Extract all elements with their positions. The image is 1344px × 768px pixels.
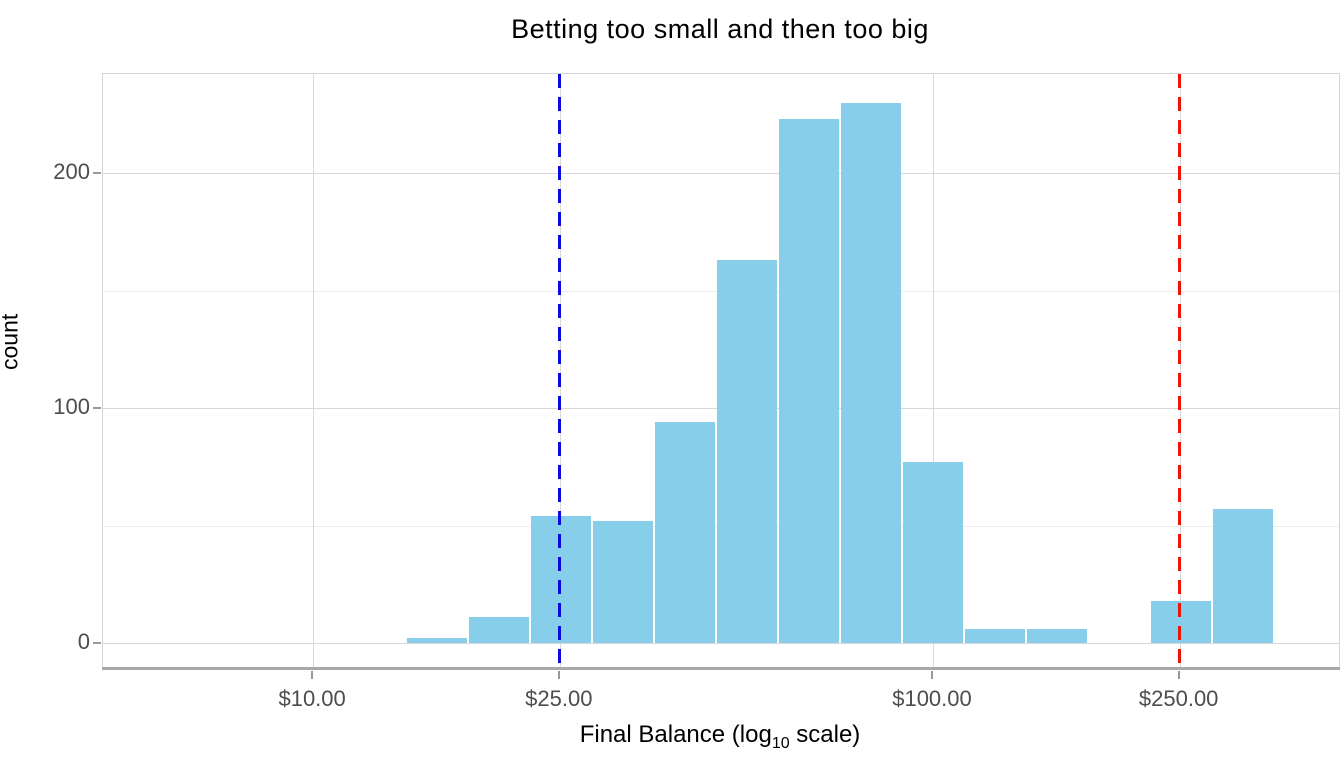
x-axis-tick-mark bbox=[930, 671, 933, 679]
x-axis-tick-label: $250.00 bbox=[1138, 686, 1219, 711]
y-axis-tick-label: 100 bbox=[53, 394, 90, 420]
histogram-bar bbox=[469, 617, 530, 644]
x-axis-tick-label: $100.00 bbox=[892, 686, 972, 711]
histogram-bar bbox=[964, 629, 1025, 644]
plot-title: Betting too small and then too big bbox=[511, 14, 929, 44]
x-axis-title-text: Final Balance (log bbox=[579, 721, 772, 748]
histogram-bar bbox=[1026, 629, 1087, 644]
y-axis-tick-mark bbox=[93, 406, 101, 409]
x-axis-line bbox=[102, 667, 1340, 670]
blue-dashed-vline bbox=[558, 74, 562, 669]
major-gridline-y bbox=[103, 173, 1339, 175]
major-gridline-x bbox=[313, 74, 315, 669]
x-axis-tick-mark bbox=[311, 671, 314, 679]
x-axis-tick-label: $10.00 bbox=[278, 686, 346, 711]
y-axis-title: count bbox=[0, 313, 23, 370]
y-axis-tick-mark bbox=[93, 641, 101, 644]
histogram-bar bbox=[1212, 509, 1273, 644]
histogram-bar bbox=[779, 119, 839, 644]
plot-panel bbox=[102, 73, 1340, 670]
histogram-bar bbox=[593, 520, 654, 644]
x-axis-title-text-2: scale) bbox=[789, 721, 861, 748]
x-axis-title: Final Balance (log10 scale) bbox=[102, 721, 1338, 753]
histogram-bar bbox=[717, 260, 778, 644]
histogram-bar bbox=[902, 462, 963, 644]
x-axis-tick-mark bbox=[557, 671, 560, 679]
x-axis-title-subscript: 10 bbox=[771, 734, 790, 752]
red-dashed-vline bbox=[1178, 74, 1182, 669]
y-axis-tick-label: 200 bbox=[53, 159, 90, 185]
major-gridline-x bbox=[932, 74, 934, 669]
major-gridline-y bbox=[103, 643, 1339, 645]
y-axis-tick-label: 0 bbox=[77, 629, 90, 655]
histogram-bar bbox=[841, 102, 901, 644]
x-axis-tick-label: $25.00 bbox=[525, 686, 593, 711]
histogram-bar bbox=[407, 638, 468, 644]
x-axis-tick-mark bbox=[1177, 671, 1180, 679]
y-axis-tick-mark bbox=[93, 171, 101, 174]
histogram-bar bbox=[655, 422, 716, 644]
